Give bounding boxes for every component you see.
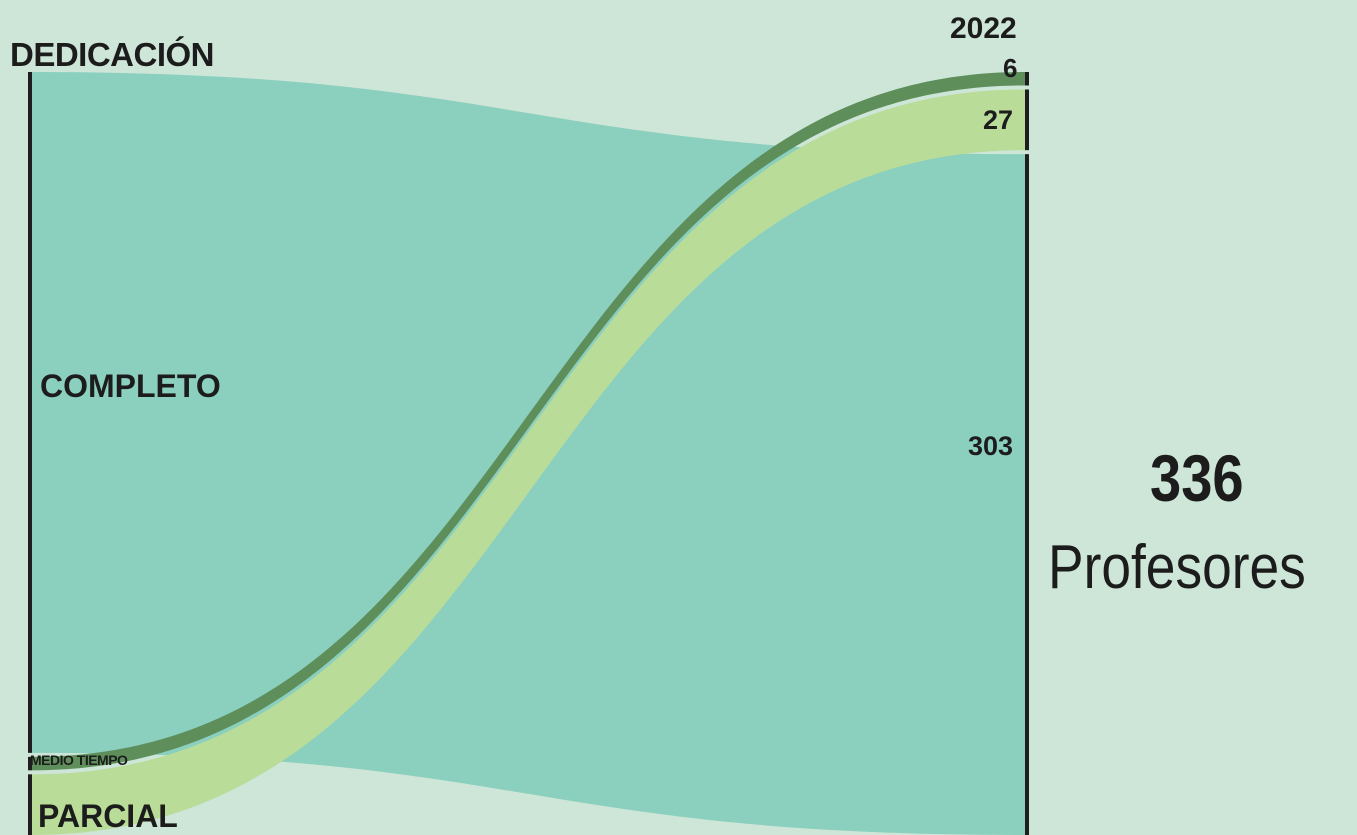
- left-node-bar-medio-tiempo: [28, 756, 32, 771]
- value-label-completo: 303: [968, 431, 1014, 461]
- total-value: 336: [1150, 441, 1244, 515]
- total-label: Profesores: [1048, 533, 1306, 602]
- left-node-bar-parcial: [28, 774, 32, 835]
- node-label-medio-tiempo: MEDIO TIEMPO: [30, 752, 128, 768]
- value-label-parcial: 27: [983, 105, 1014, 135]
- right-node-bar-medio-tiempo: [1025, 72, 1029, 86]
- left-axis-title: DEDICACIÓN: [10, 36, 215, 73]
- node-label-parcial: PARCIAL: [38, 798, 178, 834]
- flow-medio-tiempo: [32, 72, 1025, 771]
- left-node-bar-completo: [28, 72, 32, 753]
- flow-parcial: [32, 89, 1025, 835]
- right-node-bar-parcial: [1025, 89, 1029, 151]
- node-label-completo: COMPLETO: [40, 368, 221, 404]
- right-node-bar-completo: [1025, 154, 1029, 835]
- right-axis-title: 2022: [950, 12, 1017, 45]
- value-label-medio-tiempo: 6: [1003, 53, 1018, 83]
